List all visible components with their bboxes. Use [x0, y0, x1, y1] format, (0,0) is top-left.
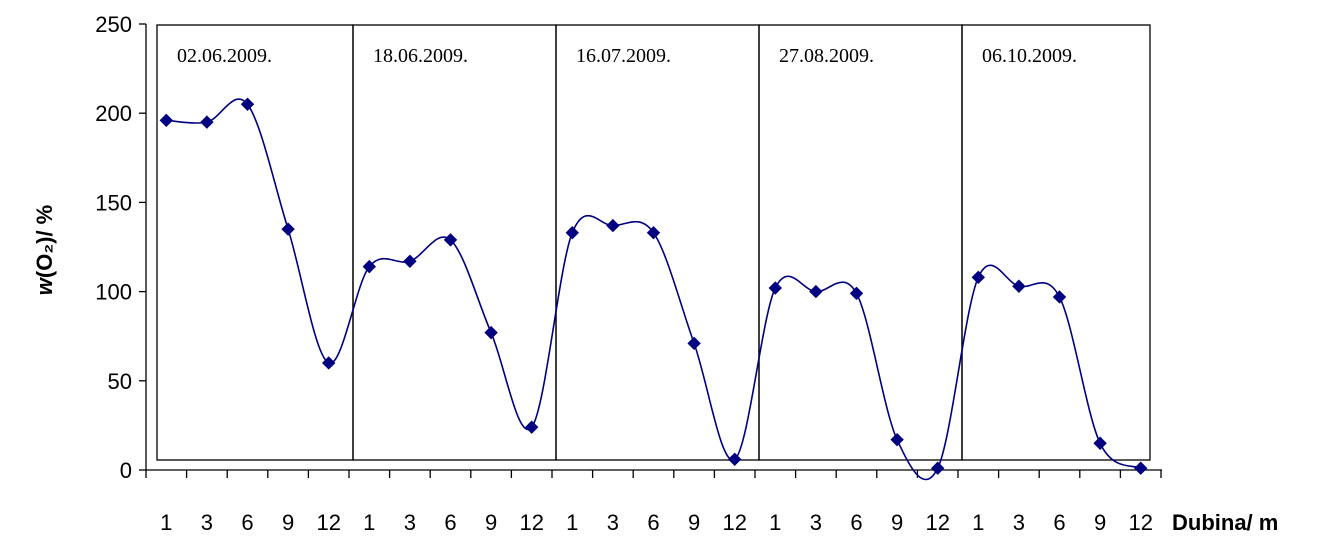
data-point-marker: [1052, 290, 1067, 304]
x-tick-label: 9: [485, 510, 497, 535]
y-tick-label: 0: [120, 458, 132, 483]
data-point-marker: [890, 432, 904, 447]
y-tick-label: 200: [95, 101, 132, 126]
x-tick-label: 6: [1053, 510, 1065, 535]
x-tick-label: 12: [519, 510, 543, 535]
x-tick-label: 3: [404, 510, 416, 535]
x-tick-label: 3: [201, 510, 213, 535]
x-tick-label: 9: [688, 510, 700, 535]
data-point-marker: [524, 420, 539, 434]
date-panel: [758, 24, 963, 461]
data-point-marker: [281, 222, 295, 236]
x-tick-label: 3: [607, 510, 619, 535]
x-tick-label: 12: [925, 510, 949, 535]
y-axis-title-rest: (O₂)/ %: [32, 205, 57, 278]
x-tick-label: 6: [444, 510, 456, 535]
data-point-marker: [1133, 461, 1148, 475]
data-point-marker: [1093, 436, 1107, 450]
date-panels: 02.06.2009. 18.06.2009. 16.07.2009. 27.08.2…: [156, 24, 1151, 461]
series-markers: [159, 97, 1148, 475]
data-point-marker: [200, 115, 214, 129]
data-point-marker: [1012, 279, 1026, 293]
x-tick-label: 6: [850, 510, 862, 535]
data-point-marker: [971, 270, 986, 285]
date-panel: [156, 24, 354, 461]
oxygen-curve: [166, 98, 1142, 481]
x-tick-label: 6: [241, 510, 253, 535]
data-point-marker: [849, 286, 864, 301]
y-tick-label: 250: [95, 12, 132, 37]
data-point-marker: [687, 336, 701, 351]
series-curves: [166, 98, 1142, 481]
y-tick-label: 150: [95, 190, 132, 215]
x-tick-label: 1: [972, 510, 984, 535]
data-point-marker: [727, 452, 742, 467]
y-tick-label: 50: [108, 369, 132, 394]
data-point-marker: [606, 218, 620, 233]
panel-date-label: 06.10.2009.: [982, 45, 1077, 67]
data-point-marker: [484, 325, 498, 340]
x-tick-label: 9: [1094, 510, 1106, 535]
x-tick-label: 9: [282, 510, 294, 535]
data-point-marker: [403, 254, 417, 268]
data-point-marker: [930, 461, 945, 475]
data-point-marker: [809, 284, 823, 299]
data-point-marker: [646, 226, 661, 240]
data-point-marker: [768, 281, 783, 295]
y-axis-title-symbol: w: [32, 276, 57, 295]
panel-date-label: 18.06.2009.: [373, 45, 468, 67]
data-point-marker: [362, 259, 377, 274]
y-tick-label: 100: [95, 280, 132, 305]
x-tick-label: 9: [891, 510, 903, 535]
x-tick-label: 3: [1013, 510, 1025, 535]
panel-date-label: 02.06.2009.: [177, 45, 272, 67]
data-point-marker: [443, 233, 458, 247]
x-axis: 1 3 6 9 12 1 3 6 9 12 1 3 6 9 12 1 3 6 9 12 1 3 6 9 12: [145, 469, 1162, 535]
x-tick-label: 12: [722, 510, 746, 535]
date-panel: [555, 24, 760, 461]
data-point-marker: [159, 113, 174, 128]
x-axis-title: Dubina/ m: [1172, 510, 1278, 535]
date-panel: [961, 24, 1151, 461]
y-axis-title: w(O₂)/ %: [32, 205, 57, 295]
x-tick-label: 6: [647, 510, 659, 535]
data-point-marker: [240, 97, 255, 111]
data-point-marker: [565, 226, 580, 240]
x-tick-label: 1: [160, 510, 172, 535]
x-tick-label: 1: [566, 510, 578, 535]
x-tick-label: 12: [1128, 510, 1152, 535]
y-axis: 0 50 100 150 200 250: [95, 12, 147, 483]
data-point-marker: [321, 356, 336, 370]
x-tick-label: 12: [316, 510, 340, 535]
x-tick-label: 1: [769, 510, 781, 535]
panel-date-label: 16.07.2009.: [576, 45, 671, 67]
panel-date-label: 27.08.2009.: [779, 45, 874, 67]
x-tick-label: 1: [363, 510, 375, 535]
x-tick-label: 3: [810, 510, 822, 535]
